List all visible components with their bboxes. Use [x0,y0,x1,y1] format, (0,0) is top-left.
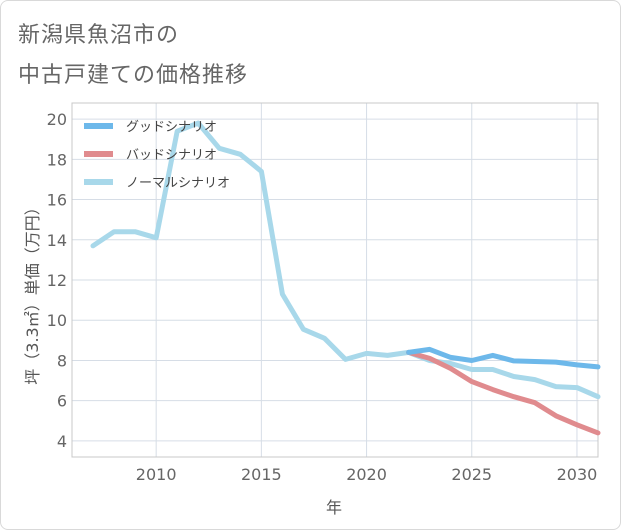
y-tick-label: 16 [47,191,67,210]
y-axis-label: 坪（3.3㎡）単価（万円） [23,199,42,384]
y-tick-label: 4 [57,432,67,451]
legend-label: ノーマルシナリオ [126,176,230,191]
x-tick-labels: 2010 2015 2020 2025 2030 [136,465,598,484]
y-tick-label: 20 [47,110,67,129]
series-line-0 [406,346,601,370]
y-tick-label: 14 [47,231,67,250]
chart-title-line-1: 新潟県魚沼市の [18,23,180,48]
y-tick-labels: 4 6 8 10 12 14 16 18 20 [47,110,67,451]
legend-label: バッドシナリオ [126,148,217,163]
y-tick-label: 18 [47,150,67,169]
x-tick-label: 2025 [451,465,492,484]
x-tick-label: 2015 [241,465,282,484]
series-line-2 [90,120,601,400]
y-tick-label: 6 [57,392,67,411]
chart-title-line-2: 中古戸建ての価格推移 [18,63,249,88]
x-tick-label: 2020 [346,465,387,484]
legend-label: グッドシナリオ [126,120,217,135]
plot-area-border [71,102,599,458]
y-tick-label: 12 [47,271,67,290]
series-lines [90,120,601,436]
y-tick-label: 10 [47,311,67,330]
x-tick-label: 2030 [557,465,598,484]
series-line-1 [406,349,601,436]
x-tick-label: 2010 [136,465,177,484]
x-axis-label: 年 [326,498,342,517]
y-tick-label: 8 [57,351,67,370]
